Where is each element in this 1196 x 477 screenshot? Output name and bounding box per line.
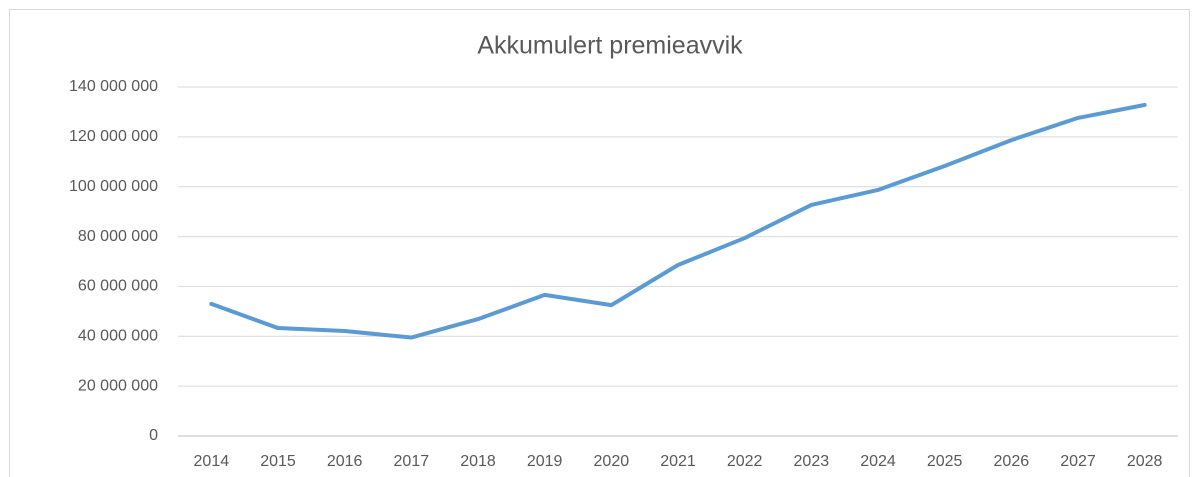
y-tick-label: 80 000 000: [78, 228, 158, 245]
x-tick-label: 2027: [1060, 453, 1096, 470]
data-line: [209, 102, 1147, 340]
y-tick-label: 60 000 000: [78, 278, 158, 295]
y-tick-label: 100 000 000: [69, 178, 158, 195]
x-tick-label: 2023: [794, 453, 830, 470]
x-tick-label: 2021: [660, 453, 696, 470]
x-tick-label: 2024: [860, 453, 896, 470]
y-tick-label: 120 000 000: [69, 128, 158, 145]
y-tick-label: 40 000 000: [78, 328, 158, 345]
y-tick-label: 140 000 000: [69, 78, 158, 95]
x-tick-label: 2015: [260, 453, 296, 470]
x-tick-label: 2026: [994, 453, 1030, 470]
y-tick-label: 0: [149, 427, 158, 444]
x-tick-label: 2017: [394, 453, 430, 470]
chart-frame: [9, 9, 1190, 477]
x-tick-label: 2019: [527, 453, 563, 470]
y-tick-label: 20 000 000: [78, 377, 158, 394]
x-tick-label: 2018: [460, 453, 496, 470]
x-tick-label: 2020: [594, 453, 630, 470]
x-tick-label: 2014: [194, 453, 230, 470]
x-tick-label: 2025: [927, 453, 963, 470]
x-tick-label: 2028: [1127, 453, 1163, 470]
chart-title: Akkumulert premieavvik: [477, 32, 743, 60]
x-tick-label: 2022: [727, 453, 763, 470]
x-tick-label: 2016: [327, 453, 363, 470]
